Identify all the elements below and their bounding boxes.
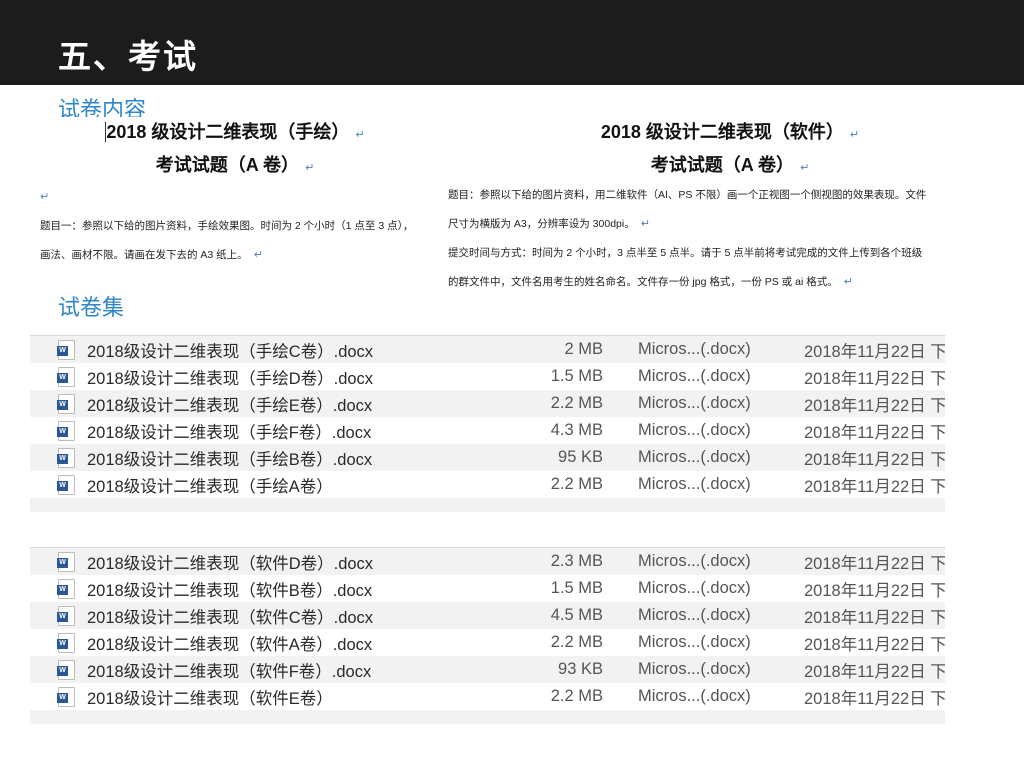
slide-header: 五、考试 (0, 0, 1024, 85)
word-doc-icon: W (57, 394, 75, 414)
file-date: 2018年11月22日 下 (804, 450, 945, 469)
file-row[interactable]: W 2018级设计二维表现（软件D卷）.docx 2.3 MB Micros..… (30, 548, 945, 575)
word-doc-icon: W (57, 475, 75, 495)
doc-para: 题目：参照以下给的图片资料，用二维软件（AI、PS 不限）画一个正视图一个侧视图… (448, 189, 927, 201)
file-kind: Micros...(.docx) (638, 633, 751, 651)
doc-handdrawn-preview: 2018 级设计二维表现（手绘） ↵ 考试试题（A 卷） ↵ ↵ 题目一：参照以下给… (30, 117, 440, 277)
file-row[interactable]: W 2018级设计二维表现（软件F卷）.docx 93 KB Micros...… (30, 656, 945, 683)
word-doc-icon: W (57, 606, 75, 626)
file-size: 1.5 MB (550, 579, 603, 597)
doc-para: 的群文件中，文件名用考生的姓名命名。文件存一份 jpg 格式，一份 PS 或 a… (448, 276, 853, 288)
file-row[interactable]: W 2018级设计二维表现（手绘B卷）.docx 95 KB Micros...… (30, 444, 945, 471)
file-kind: Micros...(.docx) (638, 687, 751, 705)
file-size: 2.3 MB (550, 552, 603, 570)
file-kind: Micros...(.docx) (638, 340, 751, 358)
word-doc-icon: W (57, 687, 75, 707)
file-date: 2018年11月22日 下 (804, 608, 945, 627)
file-name: 2018级设计二维表现（手绘B卷）.docx (87, 450, 373, 469)
doc-title-line2: 考试试题（A 卷） ↵ (155, 155, 315, 175)
file-date: 2018年11月22日 下 (804, 423, 945, 442)
doc-para: 尺寸为横版为 A3，分辨率设为 300dpi。 ↵ (448, 218, 650, 230)
file-date: 2018年11月22日 下 (804, 689, 945, 708)
word-doc-icon: W (57, 552, 75, 572)
file-name: 2018级设计二维表现（手绘C卷）.docx (87, 342, 374, 361)
slide-title: 五、考试 (58, 38, 198, 75)
file-size: 1.5 MB (550, 367, 603, 385)
file-size: 2.2 MB (550, 475, 603, 493)
file-name: 2018级设计二维表现（软件D卷）.docx (87, 554, 374, 573)
word-doc-icon: W (57, 421, 75, 441)
file-row[interactable]: W 2018级设计二维表现（手绘E卷）.docx 2.2 MB Micros..… (30, 390, 945, 417)
file-list-handdrawn: W 2018级设计二维表现（手绘C卷）.docx 2 MB Micros...(… (30, 335, 945, 512)
file-name: 2018级设计二维表现（软件A卷）.docx (87, 635, 373, 654)
doc-para: 题目一：参照以下给的图片资料，手绘效果图。时间为 2 个小时（1 点至 3 点）… (40, 220, 414, 232)
empty-row (30, 710, 945, 724)
file-kind: Micros...(.docx) (638, 475, 751, 493)
word-doc-icon: W (57, 660, 75, 680)
file-kind: Micros...(.docx) (638, 579, 751, 597)
file-date: 2018年11月22日 下 (804, 662, 945, 681)
file-kind: Micros...(.docx) (638, 606, 751, 624)
file-name: 2018级设计二维表现（手绘E卷）.docx (87, 396, 373, 415)
file-size: 2.2 MB (550, 687, 603, 705)
file-date: 2018年11月22日 下 (804, 635, 945, 654)
file-row[interactable]: W 2018级设计二维表现（软件B卷）.docx 1.5 MB Micros..… (30, 575, 945, 602)
file-row[interactable]: W 2018级设计二维表现（软件E卷） 2.2 MB Micros...(.do… (30, 683, 945, 710)
doc-para: 画法、画材不限。请画在发下去的 A3 纸上。 ↵ (40, 249, 263, 261)
file-kind: Micros...(.docx) (638, 660, 751, 678)
doc-title-line1: 2018 级设计二维表现（软件） ↵ (600, 122, 860, 142)
file-size: 2.2 MB (550, 633, 603, 651)
file-size: 93 KB (558, 660, 603, 678)
empty-row (30, 498, 945, 512)
file-row[interactable]: W 2018级设计二维表现（软件A卷）.docx 2.2 MB Micros..… (30, 629, 945, 656)
file-name: 2018级设计二维表现（软件F卷）.docx (87, 662, 372, 681)
file-size: 4.5 MB (550, 606, 603, 624)
file-date: 2018年11月22日 下 (804, 581, 945, 600)
file-size: 95 KB (558, 448, 603, 466)
doc-para: 提交时间与方式：时间为 2 个小时，3 点半至 5 点半。请于 5 点半前将考试… (448, 247, 923, 259)
file-date: 2018年11月22日 下 (804, 396, 945, 415)
doc-title-line2: 考试试题（A 卷） ↵ (650, 155, 810, 175)
file-kind: Micros...(.docx) (638, 421, 751, 439)
file-kind: Micros...(.docx) (638, 367, 751, 385)
file-row[interactable]: W 2018级设计二维表现（手绘D卷）.docx 1.5 MB Micros..… (30, 363, 945, 390)
file-size: 4.3 MB (550, 421, 603, 439)
file-list-software: W 2018级设计二维表现（软件D卷）.docx 2.3 MB Micros..… (30, 547, 945, 724)
file-kind: Micros...(.docx) (638, 394, 751, 412)
file-row[interactable]: W 2018级设计二维表现（手绘C卷）.docx 2 MB Micros...(… (30, 336, 945, 363)
doc-title-line1: 2018 级设计二维表现（手绘） ↵ (105, 122, 365, 142)
file-name: 2018级设计二维表现（手绘F卷）.docx (87, 423, 372, 442)
file-kind: Micros...(.docx) (638, 552, 751, 570)
file-date: 2018年11月22日 下 (804, 554, 945, 573)
file-row[interactable]: W 2018级设计二维表现（手绘A卷） 2.2 MB Micros...(.do… (30, 471, 945, 498)
file-size: 2 MB (564, 340, 603, 358)
file-name: 2018级设计二维表现（手绘D卷）.docx (87, 369, 374, 388)
file-row[interactable]: W 2018级设计二维表现（手绘F卷）.docx 4.3 MB Micros..… (30, 417, 945, 444)
return-mark: ↵ (40, 191, 50, 203)
word-doc-icon: W (57, 579, 75, 599)
word-doc-icon: W (57, 340, 75, 360)
file-date: 2018年11月22日 下 (804, 369, 945, 388)
doc-software-preview: 2018 级设计二维表现（软件） ↵ 考试试题（A 卷） ↵ 题目：参照以下给的图片… (440, 117, 1020, 297)
file-name: 2018级设计二维表现（软件B卷）.docx (87, 581, 373, 600)
file-size: 2.2 MB (550, 394, 603, 412)
file-name: 2018级设计二维表现（软件C卷）.docx (87, 608, 374, 627)
word-doc-icon: W (57, 367, 75, 387)
file-date: 2018年11月22日 下 (804, 342, 945, 361)
file-name: 2018级设计二维表现（手绘A卷） (87, 477, 333, 496)
word-doc-icon: W (57, 448, 75, 468)
section-exam-files: 试卷集 (58, 295, 125, 320)
file-kind: Micros...(.docx) (638, 448, 751, 466)
file-date: 2018年11月22日 下 (804, 477, 945, 496)
word-doc-icon: W (57, 633, 75, 653)
file-name: 2018级设计二维表现（软件E卷） (87, 689, 333, 708)
file-row[interactable]: W 2018级设计二维表现（软件C卷）.docx 4.5 MB Micros..… (30, 602, 945, 629)
